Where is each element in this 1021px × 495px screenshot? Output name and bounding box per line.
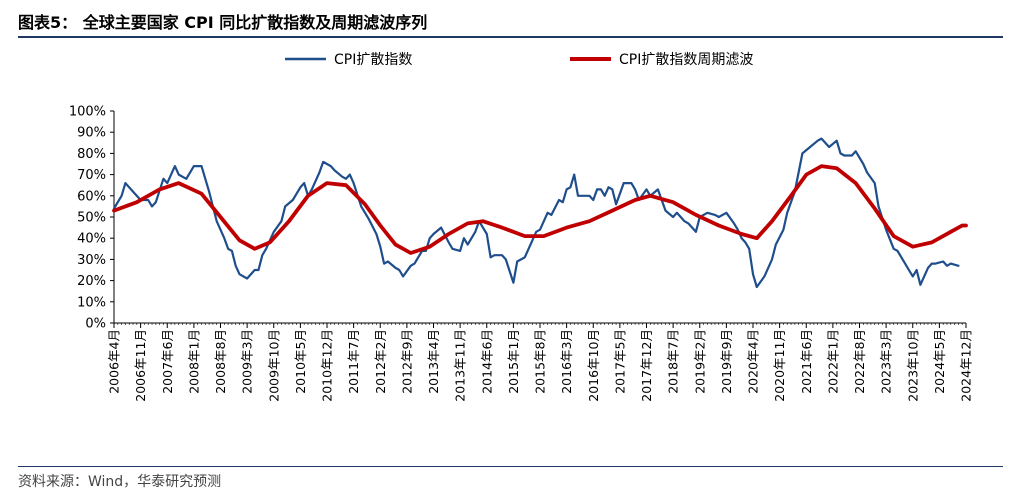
legend-label-series-1: CPI扩散指数 (334, 52, 412, 68)
source-note: 资料来源：Wind，华泰研究预测 (18, 474, 222, 490)
x-tick-label: 2022年1月 (825, 329, 840, 394)
series-line-cpi-diffusion (112, 137, 960, 289)
x-tick-label: 2017年5月 (612, 329, 627, 394)
x-tick-label: 2012年2月 (373, 329, 388, 394)
x-tick-label: 2006年11月 (133, 329, 148, 402)
x-tick-label: 2017年12月 (639, 329, 654, 402)
y-tick-label: 30% (77, 253, 106, 268)
y-tick-label: 0% (85, 317, 106, 332)
x-tick-label: 2007年6月 (160, 329, 175, 394)
x-tick-label: 2022年8月 (852, 329, 867, 394)
series-line-cycle-filter (112, 164, 968, 255)
x-tick-label: 2015年8月 (533, 329, 548, 394)
x-tick-label: 2011年7月 (346, 329, 361, 394)
y-tick-label: 60% (77, 189, 106, 204)
y-tick-label: 70% (77, 168, 106, 183)
x-tick-label: 2016年10月 (586, 329, 601, 402)
x-tick-label: 2024年12月 (959, 329, 974, 402)
x-tick-label: 2015年1月 (506, 329, 521, 394)
cpi-diffusion-chart: CPI扩散指数 CPI扩散指数周期滤波 0% 10% 20% 30% 40% 50% 60%… (69, 52, 974, 402)
y-tick-label: 10% (77, 295, 106, 310)
x-tick-label: 2006年4月 (107, 329, 122, 394)
legend: CPI扩散指数 CPI扩散指数周期滤波 (285, 52, 753, 68)
figure-title: 图表5： 全球主要国家 CPI 同比扩散指数及周期滤波序列 (18, 13, 428, 32)
x-tick-label: 2024年5月 (932, 329, 947, 394)
x-tick-label: 2020年11月 (772, 329, 787, 402)
x-tick-label: 2013年11月 (453, 329, 468, 402)
y-tick-label: 50% (77, 211, 106, 226)
x-tick-label: 2016年3月 (559, 329, 574, 394)
y-tick-label: 20% (77, 274, 106, 289)
x-tick-label: 2023年3月 (879, 329, 894, 394)
x-tick-label: 2008年8月 (213, 329, 228, 394)
x-tick-label: 2010年12月 (320, 329, 335, 402)
x-tick-label: 2012年9月 (399, 329, 414, 394)
x-tick-label: 2019年9月 (719, 329, 734, 394)
x-tick-label: 2009年3月 (240, 329, 255, 394)
x-tick-label: 2013年4月 (426, 329, 441, 394)
x-tick-label: 2019年2月 (692, 329, 707, 394)
x-tick-label: 2023年10月 (905, 329, 920, 402)
x-tick-label: 2010年5月 (293, 329, 308, 394)
y-axis: 0% 10% 20% 30% 40% 50% 60% 70% 80% 90% 100% (69, 105, 115, 332)
title-divider (18, 36, 1003, 38)
legend-label-series-2: CPI扩散指数周期滤波 (619, 52, 753, 68)
y-tick-label: 40% (77, 232, 106, 247)
x-tick-label: 2018年7月 (666, 329, 681, 394)
plot-series (112, 137, 968, 289)
x-tick-label: 2009年10月 (266, 329, 281, 402)
x-tick-label: 2021年6月 (799, 329, 814, 394)
source-divider (18, 466, 1003, 467)
y-tick-label: 100% (69, 105, 106, 120)
y-tick-label: 90% (77, 126, 106, 141)
x-tick-label: 2020年4月 (746, 329, 761, 394)
y-tick-label: 80% (77, 147, 106, 162)
x-axis: 2006年4月 2006年11月 2007年6月 2008年1月 2008年8月 2009… (107, 322, 974, 402)
x-tick-label: 2008年1月 (186, 329, 201, 394)
x-tick-label: 2014年6月 (479, 329, 494, 394)
